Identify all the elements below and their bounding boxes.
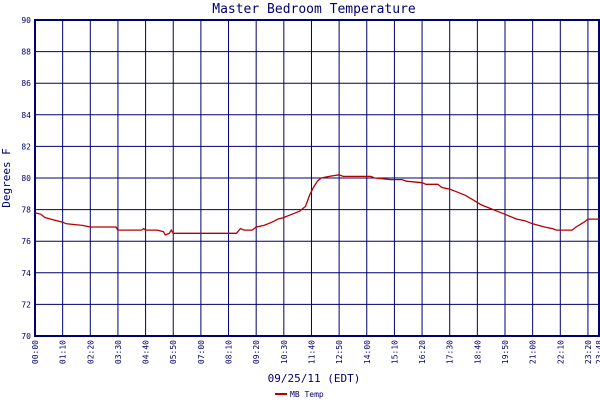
x-axis-ticks: 00:00 01:10 02:20 03:30 04:40 05:50 07:00 08:10…: [31, 340, 600, 364]
x-tick-label: 04:40: [142, 340, 151, 364]
x-tick-label: 18:40: [473, 340, 482, 364]
x-tick-label: 19:50: [501, 340, 510, 364]
x-axis-label: 09/25/11 (EDT): [268, 372, 361, 385]
y-tick-label: 80: [21, 174, 31, 183]
x-tick-label: 15:10: [390, 340, 399, 364]
plot-border: [34, 19, 600, 337]
y-tick-label: 78: [21, 206, 31, 215]
y-tick-label: 86: [21, 79, 31, 88]
y-tick-label: 88: [21, 48, 31, 57]
x-tick-label: 12:50: [335, 340, 344, 364]
y-tick-label: 82: [21, 142, 31, 151]
y-tick-label: 76: [21, 237, 31, 246]
x-tick-label: 10:30: [280, 340, 289, 364]
series-layer: [34, 174, 599, 236]
x-tick-label: 09:20: [252, 340, 261, 364]
chart-title: Master Bedroom Temperature: [212, 2, 416, 17]
y-tick-label: 90: [21, 16, 31, 25]
x-tick-label: 01:10: [59, 340, 68, 364]
y-tick-label: 74: [21, 269, 31, 278]
y-tick-label: 70: [21, 332, 31, 341]
x-tick-label: 16:20: [418, 340, 427, 364]
x-tick-label: 14:00: [363, 340, 372, 364]
x-tick-label: 23:20: [584, 340, 593, 364]
plot-grid: [34, 19, 600, 337]
x-tick-label: 11:40: [307, 340, 316, 364]
x-tick-label: 23:48: [595, 340, 600, 364]
y-axis-ticks: 70 72 74 76 78 80 82 84 86 88 90: [21, 16, 31, 341]
x-tick-label: 21:00: [529, 340, 538, 364]
x-tick-label: 00:00: [31, 340, 40, 364]
y-axis-label: Degrees F: [0, 148, 13, 208]
y-tick-label: 72: [21, 300, 31, 309]
x-tick-label: 08:10: [225, 340, 234, 364]
x-tick-label: 07:00: [197, 340, 206, 364]
y-tick-label: 84: [21, 111, 31, 120]
x-tick-label: 02:20: [86, 340, 95, 364]
x-tick-label: 22:10: [556, 340, 565, 364]
x-tick-label: 17:30: [446, 340, 455, 364]
legend: MB Temp: [275, 390, 324, 399]
x-tick-label: 03:30: [114, 340, 123, 364]
series-line-mb-temp: [34, 174, 599, 236]
legend-label: MB Temp: [290, 390, 324, 399]
x-tick-label: 05:50: [169, 340, 178, 364]
